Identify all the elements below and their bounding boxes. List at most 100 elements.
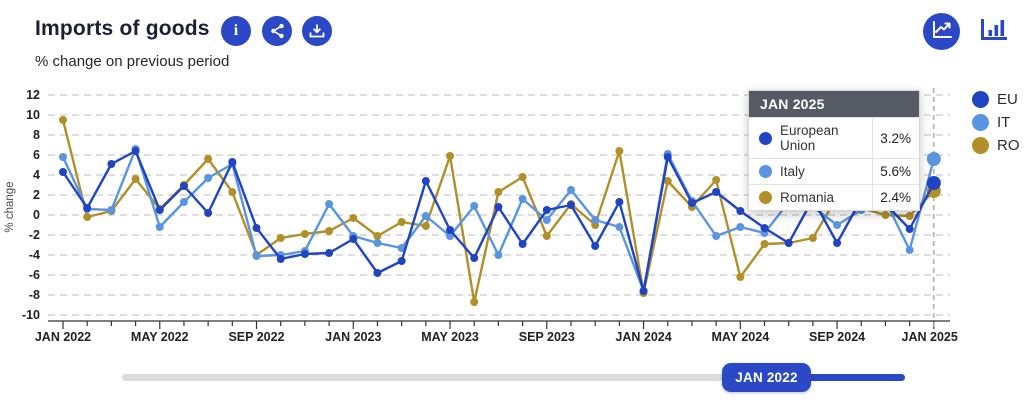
- data-point-eu[interactable]: [83, 204, 92, 212]
- data-point-ro[interactable]: [736, 273, 745, 281]
- info-button[interactable]: i: [221, 16, 251, 46]
- ro-legend-dot: [972, 137, 989, 154]
- data-point-eu[interactable]: [228, 158, 237, 166]
- data-point-ro[interactable]: [131, 175, 140, 183]
- data-point-it[interactable]: [615, 223, 624, 231]
- slider-selected-range[interactable]: [765, 374, 905, 381]
- data-point-eu[interactable]: [421, 177, 430, 185]
- data-point-it[interactable]: [252, 252, 261, 260]
- tooltip-row-ro: Romania 2.4%: [749, 184, 919, 210]
- data-point-it[interactable]: [494, 251, 503, 259]
- data-point-ro[interactable]: [712, 176, 721, 184]
- data-point-eu[interactable]: [566, 201, 575, 209]
- data-point-eu[interactable]: [300, 250, 309, 258]
- data-point-it[interactable]: [204, 174, 213, 182]
- data-point-eu[interactable]: [591, 242, 600, 250]
- data-point-eu[interactable]: [833, 239, 842, 247]
- y-tick-label: 8: [33, 128, 40, 142]
- data-point-eu[interactable]: [373, 269, 382, 277]
- data-point-ro[interactable]: [397, 218, 406, 226]
- data-point-it[interactable]: [905, 246, 914, 254]
- share-button[interactable]: [262, 16, 292, 46]
- data-point-ro[interactable]: [83, 213, 92, 221]
- data-point-it[interactable]: [833, 221, 842, 229]
- data-point-eu[interactable]: [59, 168, 67, 176]
- data-point-eu[interactable]: [494, 203, 503, 211]
- data-point-ro[interactable]: [59, 116, 67, 124]
- data-point-eu[interactable]: [204, 209, 213, 217]
- eu-value: 3.2%: [872, 118, 919, 158]
- data-point-eu[interactable]: [663, 153, 672, 161]
- data-point-it[interactable]: [107, 206, 116, 214]
- data-point-ro[interactable]: [276, 234, 285, 242]
- data-point-eu[interactable]: [736, 207, 745, 215]
- data-point-it[interactable]: [59, 153, 67, 161]
- data-point-eu[interactable]: [397, 257, 406, 265]
- data-point-eu[interactable]: [325, 249, 334, 257]
- data-point-eu[interactable]: [107, 160, 116, 168]
- data-point-ro[interactable]: [494, 188, 503, 196]
- data-point-eu[interactable]: [760, 224, 769, 232]
- bar-chart-view-button[interactable]: [977, 18, 1011, 48]
- data-point-eu[interactable]: [639, 287, 648, 295]
- data-point-ro[interactable]: [228, 188, 237, 196]
- data-point-it[interactable]: [591, 216, 600, 224]
- data-point-ro[interactable]: [518, 173, 527, 181]
- data-point-ro[interactable]: [808, 234, 817, 242]
- data-point-it[interactable]: [179, 198, 188, 206]
- line-chart-view-button[interactable]: [923, 13, 960, 50]
- data-point-it[interactable]: [542, 216, 551, 224]
- data-point-eu[interactable]: [905, 225, 914, 233]
- data-point-eu[interactable]: [712, 188, 721, 196]
- data-point-eu[interactable]: [155, 206, 164, 214]
- time-range-slider[interactable]: JAN 2022: [0, 358, 1024, 400]
- data-point-it[interactable]: [421, 212, 430, 220]
- data-point-it[interactable]: [518, 195, 527, 203]
- data-point-eu[interactable]: [518, 240, 527, 248]
- data-point-ro[interactable]: [325, 227, 334, 235]
- data-point-ro[interactable]: [905, 212, 914, 220]
- legend-item-it[interactable]: IT: [972, 111, 1020, 134]
- data-point-eu[interactable]: [131, 147, 140, 155]
- data-point-ro[interactable]: [300, 230, 309, 238]
- data-point-ro[interactable]: [615, 147, 624, 155]
- data-point-ro[interactable]: [760, 240, 769, 248]
- data-point-eu[interactable]: [784, 239, 793, 247]
- data-point-ro[interactable]: [446, 152, 455, 160]
- data-point-eu[interactable]: [470, 254, 479, 262]
- data-point-it[interactable]: [325, 200, 334, 208]
- data-point-eu[interactable]: [926, 176, 941, 190]
- data-point-eu[interactable]: [276, 255, 285, 263]
- chart-legend: EU IT RO: [972, 88, 1020, 157]
- data-point-it[interactable]: [712, 232, 721, 240]
- data-point-eu[interactable]: [179, 182, 188, 190]
- data-point-it[interactable]: [470, 202, 479, 210]
- data-point-eu[interactable]: [446, 226, 455, 234]
- data-point-it[interactable]: [373, 239, 382, 247]
- data-point-eu[interactable]: [252, 224, 261, 232]
- data-point-ro[interactable]: [470, 298, 479, 306]
- data-point-ro[interactable]: [421, 222, 430, 230]
- data-point-ro[interactable]: [204, 155, 213, 163]
- legend-item-ro[interactable]: RO: [972, 134, 1020, 157]
- slider-track[interactable]: [122, 374, 905, 381]
- data-point-it[interactable]: [155, 223, 164, 231]
- data-point-ro[interactable]: [663, 177, 672, 185]
- data-point-ro[interactable]: [373, 232, 382, 240]
- data-point-eu[interactable]: [542, 206, 551, 214]
- data-point-ro[interactable]: [349, 214, 358, 222]
- data-point-eu[interactable]: [615, 198, 624, 206]
- imports-line-chart[interactable]: 12 10 8 6 4 2 0 -2 -4 -6 -8 -10 % change JAN 2022 MAY …: [0, 0, 1024, 352]
- data-point-it[interactable]: [736, 223, 745, 231]
- data-point-ro[interactable]: [881, 211, 890, 219]
- download-button[interactable]: [302, 16, 332, 46]
- y-tick-label: -8: [29, 288, 40, 302]
- legend-item-eu[interactable]: EU: [972, 88, 1020, 111]
- data-point-it[interactable]: [566, 186, 575, 194]
- data-point-it[interactable]: [926, 152, 941, 166]
- data-point-eu[interactable]: [349, 235, 358, 243]
- data-point-ro[interactable]: [542, 232, 551, 240]
- data-point-eu[interactable]: [687, 199, 696, 207]
- data-point-it[interactable]: [397, 244, 406, 252]
- slider-handle[interactable]: JAN 2022: [722, 363, 811, 392]
